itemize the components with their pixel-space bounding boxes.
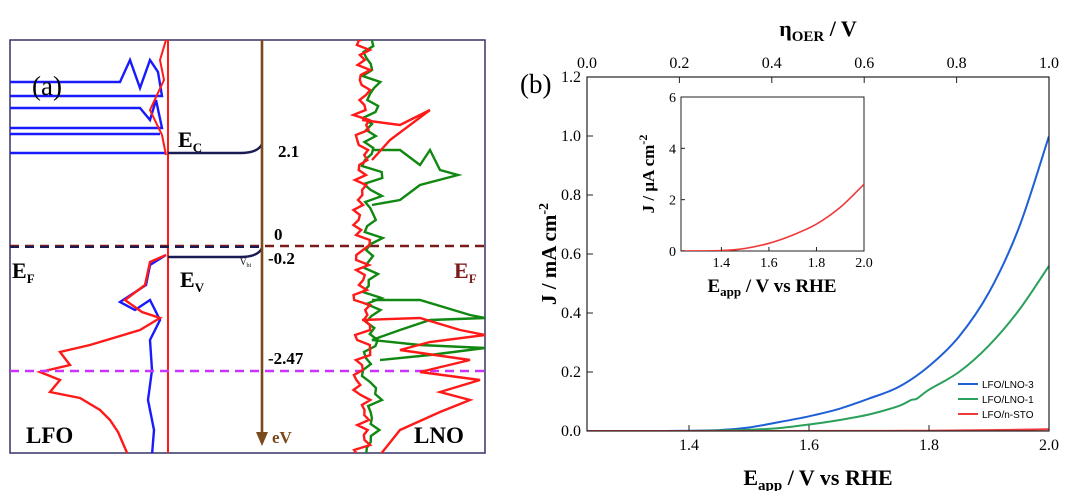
lfo-valence-dos-red [36, 253, 167, 453]
energy-axis-label: eV [272, 428, 293, 447]
y-tick-label: 1.0 [561, 128, 581, 145]
ef-right-label: EF [454, 258, 477, 286]
ec-label: EC [178, 127, 202, 155]
panel-a-frame [9, 39, 486, 454]
x-tick-label: 1.4 [679, 437, 699, 454]
panel-a-label: (a) [32, 71, 62, 101]
inset-series-line [681, 183, 864, 251]
vbi-label: Vbi [240, 257, 252, 269]
energy-axis-arrowhead [256, 432, 268, 446]
panel-a: (a) EC EV EF EF Vbi 2.1 0 -0.2 -2.47 eV … [9, 39, 486, 454]
top-tick-label: 0.0 [577, 55, 597, 72]
y-tick-label: 0.4 [561, 305, 581, 322]
x-tick-label: 1.8 [919, 437, 939, 454]
y-tick-label: 0.2 [561, 364, 581, 381]
y-tick-label: 0.0 [561, 423, 581, 440]
level-minus-0-2: -0.2 [268, 249, 295, 268]
panel-b-label: (b) [520, 69, 551, 99]
lfo-conduction-dos-red [148, 40, 167, 156]
lno-dos-green [359, 40, 386, 453]
lno-dos-green-peaks [371, 147, 485, 362]
lfo-conduction-dos-blue [10, 56, 166, 155]
inset-plot: 1.4 1.6 1.8 2.0 0 2 4 6 Eapp / V vs RHE J / μA … [636, 91, 873, 299]
inset-frame [680, 96, 865, 252]
lno-dos-red-peaks [361, 108, 485, 453]
ef-left-label: EF [12, 258, 35, 286]
ev-label: EV [180, 267, 205, 295]
top-x-axis-title: ηOER / V [779, 16, 857, 45]
inset-x-tick-label: 1.4 [713, 256, 731, 271]
level-minus-2-47: -2.47 [268, 349, 304, 368]
legend: LFO/LNO-3 LFO/LNO-1 LFO/n-STO [958, 380, 1034, 421]
lno-dos-red [349, 40, 374, 453]
inset-x-axis-title: Eapp / V vs RHE [707, 276, 836, 299]
inset-x-tick-label: 2.0 [855, 256, 873, 271]
x-tick-label: 1.6 [799, 437, 819, 454]
legend-label-lno3: LFO/LNO-3 [982, 380, 1034, 391]
panel-b: (b) 1.4 1.6 1.8 2.00.00.20.40.60.81.01.20.0… [520, 16, 1059, 491]
legend-label-nsto: LFO/n-STO [982, 410, 1034, 421]
inset-y-axis-title: J / μA cm-2 [636, 135, 658, 214]
legend-label-lno1: LFO/LNO-1 [982, 395, 1034, 406]
right-material-label: LNO [414, 423, 464, 448]
inset-x-tick-label: 1.8 [808, 256, 826, 271]
inset-y-tick-label: 6 [669, 91, 676, 106]
y-tick-label: 0.8 [561, 187, 581, 204]
x-tick-label: 2.0 [1039, 437, 1059, 454]
left-material-label: LFO [26, 423, 73, 448]
top-tick-label: 0.6 [854, 55, 874, 72]
top-tick-label: 0.8 [947, 55, 967, 72]
y-axis-title: J / mA cm-2 [537, 203, 561, 305]
y-tick-label: 0.6 [561, 246, 581, 263]
inset-y-tick-label: 0 [669, 245, 676, 260]
inset-x-tick-label: 1.6 [760, 256, 778, 271]
top-tick-label: 0.2 [669, 55, 689, 72]
level-0: 0 [274, 225, 283, 244]
y-tick-label: 1.2 [561, 69, 581, 86]
x-axis-title: Eapp / V vs RHE [743, 465, 892, 491]
top-tick-label: 1.0 [1039, 55, 1059, 72]
series-line-lfo-lno-1 [688, 265, 1049, 431]
inset-y-tick-label: 2 [669, 194, 676, 209]
level-2-1: 2.1 [278, 142, 299, 161]
series-line-lfo-lno-3 [658, 135, 1049, 431]
top-tick-label: 0.4 [762, 55, 782, 72]
inset-y-tick-label: 4 [669, 142, 676, 157]
